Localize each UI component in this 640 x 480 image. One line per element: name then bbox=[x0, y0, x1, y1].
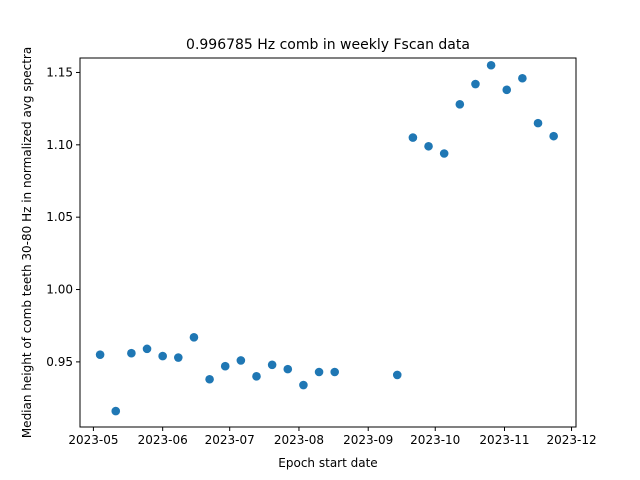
data-point bbox=[408, 133, 418, 142]
y-axis-ticks: 0.95 1.00 1.05 1.10 1.15 bbox=[46, 65, 80, 369]
data-point bbox=[533, 118, 543, 128]
y-axis-label: Median height of comb teeth 30-80 Hz in … bbox=[20, 47, 34, 438]
y-tick-label: 1.05 bbox=[46, 210, 73, 224]
data-point bbox=[127, 348, 136, 358]
data-point bbox=[518, 73, 527, 83]
data-point bbox=[267, 360, 277, 370]
x-tick-label: 2023-11 bbox=[479, 433, 529, 447]
data-point bbox=[174, 353, 183, 362]
data-point bbox=[205, 374, 214, 384]
x-tick-label: 2023-08 bbox=[274, 433, 324, 447]
x-axis-label: Epoch start date bbox=[278, 456, 377, 470]
data-point bbox=[455, 100, 465, 109]
data-point bbox=[189, 332, 199, 342]
data-point bbox=[330, 367, 340, 377]
chart-title: 0.996785 Hz comb in weekly Fscan data bbox=[186, 37, 470, 53]
plot-area-frame bbox=[79, 57, 577, 428]
x-tick-label: 2023-10 bbox=[410, 433, 460, 447]
data-point bbox=[439, 149, 449, 158]
data-point bbox=[424, 141, 433, 151]
data-point bbox=[252, 372, 261, 381]
data-point bbox=[314, 367, 324, 377]
data-point bbox=[549, 131, 558, 141]
data-point bbox=[236, 356, 246, 365]
x-tick-label: 2023-12 bbox=[546, 433, 596, 447]
x-tick-label: 2023-05 bbox=[68, 433, 118, 447]
data-points bbox=[95, 60, 558, 416]
data-point bbox=[142, 344, 152, 354]
data-point bbox=[502, 85, 512, 95]
data-point bbox=[486, 60, 496, 70]
data-point bbox=[95, 350, 105, 359]
data-point bbox=[220, 361, 230, 371]
data-point bbox=[111, 406, 121, 416]
x-tick-label: 2023-09 bbox=[343, 433, 393, 447]
data-point bbox=[158, 351, 167, 361]
y-tick-label: 1.00 bbox=[46, 283, 73, 297]
data-point bbox=[471, 79, 480, 89]
x-tick-label: 2023-07 bbox=[205, 433, 255, 447]
data-point bbox=[392, 370, 402, 380]
x-axis-ticks: 2023-05 2023-06 2023-07 2023-08 2023-09 2023-… bbox=[68, 427, 597, 447]
data-point bbox=[299, 380, 308, 390]
y-tick-label: 1.10 bbox=[46, 138, 73, 152]
y-tick-label: 0.95 bbox=[46, 355, 73, 369]
y-tick-label: 1.15 bbox=[46, 65, 73, 79]
x-tick-label: 2023-06 bbox=[138, 433, 188, 447]
data-point bbox=[283, 364, 293, 374]
